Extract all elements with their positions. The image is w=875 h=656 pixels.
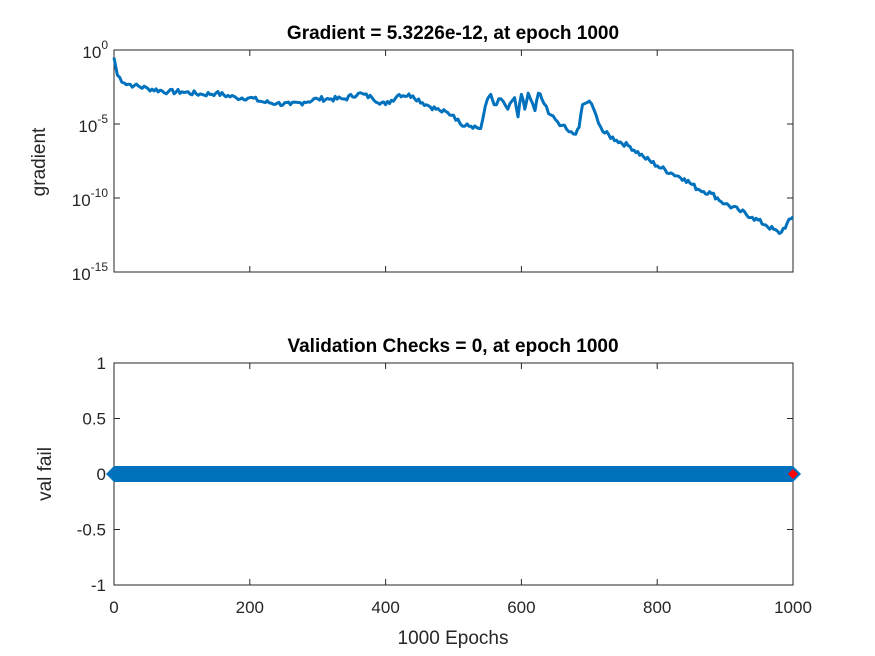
gradient-ytick-label: 10-10 — [72, 186, 109, 210]
gradient-ytick-labels: 100 10-5 10-10 10-15 — [72, 38, 109, 284]
gradient-ytick-label: 10-15 — [72, 260, 109, 284]
validation-xtick-label: 600 — [507, 598, 535, 617]
validation-xtick-label: 1000 — [774, 598, 812, 617]
validation-xtick-label: 400 — [371, 598, 399, 617]
gradient-ticks — [113, 49, 794, 273]
validation-ytick-label: 1 — [97, 354, 106, 373]
validation-series — [106, 466, 801, 482]
gradient-ytick-label: 100 — [82, 38, 108, 62]
validation-ytick-label: 0.5 — [82, 410, 106, 429]
validation-ytick-label: -1 — [91, 576, 106, 595]
gradient-series-line — [112, 57, 795, 235]
validation-ylabel: val fail — [35, 447, 56, 501]
gradient-title: Gradient = 5.3226e-12, at epoch 1000 — [287, 23, 619, 44]
validation-marker-start — [106, 466, 122, 482]
validation-xtick-labels: 0 200 400 600 800 1000 — [109, 598, 812, 617]
validation-best-marker — [788, 469, 798, 479]
validation-subplot: Validation Checks = 0, at epoch 1000 val… — [35, 336, 812, 649]
validation-xtick-label: 0 — [109, 598, 118, 617]
gradient-ylabel: gradient — [29, 127, 50, 196]
validation-xtick-label: 200 — [236, 598, 264, 617]
validation-xlabel: 1000 Epochs — [398, 628, 509, 649]
validation-ytick-label: 0 — [97, 465, 106, 484]
gradient-axes-box — [113, 49, 794, 273]
validation-ytick-labels: 1 0.5 0 -0.5 -1 — [77, 354, 106, 595]
gradient-ytick-label: 10-5 — [78, 112, 108, 136]
validation-series-band — [114, 466, 793, 482]
validation-ytick-label: -0.5 — [77, 521, 106, 540]
validation-xtick-label: 800 — [643, 598, 671, 617]
validation-title: Validation Checks = 0, at epoch 1000 — [287, 336, 618, 357]
gradient-subplot: Gradient = 5.3226e-12, at epoch 1000 gra… — [29, 23, 795, 284]
